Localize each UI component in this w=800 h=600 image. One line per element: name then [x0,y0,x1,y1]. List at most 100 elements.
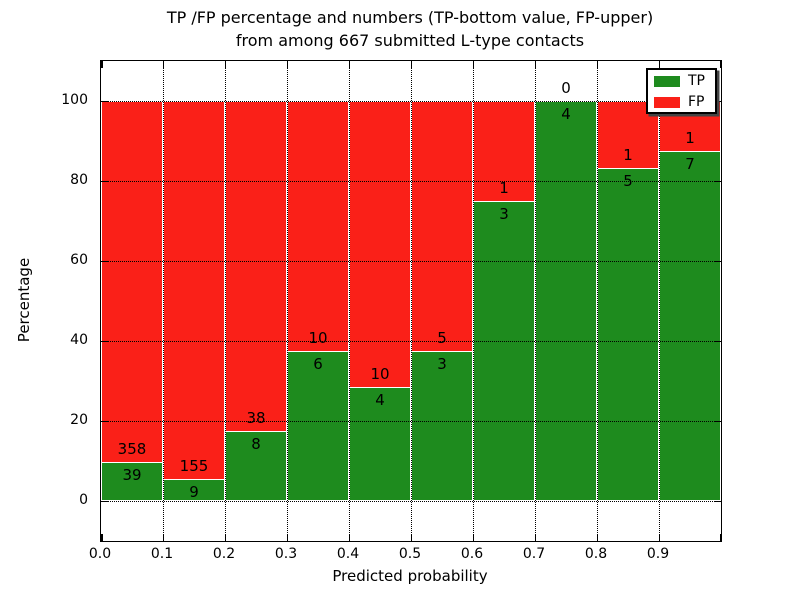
x-tick-mark [410,61,412,68]
x-tick-mark [348,534,350,541]
y-tick-label: 20 [70,412,88,428]
tp-count-label: 4 [375,390,385,409]
tp-bar-segment [535,101,597,501]
y-tick-mark [101,500,108,502]
v-gridline [659,61,660,541]
x-tick-label: 0.5 [398,546,422,562]
tp-count-label: 39 [122,465,142,484]
legend-label-tp: TP [688,73,705,89]
x-tick-label: 0.6 [460,546,484,562]
x-tick-mark [534,61,536,68]
x-tick-mark [101,534,103,541]
x-tick-mark [410,534,412,541]
x-tick-label: 0.4 [336,546,360,562]
y-tick-mark [714,340,721,342]
tp-count-label: 5 [623,171,633,190]
fp-count-label: 10 [370,364,390,383]
fp-count-label: 155 [179,457,209,476]
x-tick-mark [658,534,660,541]
v-gridline [535,61,536,541]
x-tick-label: 0.2 [212,546,236,562]
tp-bar-segment [287,351,349,501]
x-tick-label: 0.7 [522,546,546,562]
tp-count-label: 8 [251,435,261,454]
fp-count-label: 1 [499,179,509,197]
x-tick-label: 0.3 [274,546,298,562]
fp-bar-segment [349,101,411,387]
y-tick-mark [714,420,721,422]
x-tick-mark [224,61,226,68]
tp-bar-segment [411,351,473,501]
fp-count-label: 5 [437,329,447,347]
tp-bar-segment [349,386,411,501]
v-gridline [287,61,288,541]
y-tick-mark [101,340,108,342]
x-tick-mark [596,534,598,541]
y-tick-label: 60 [70,252,88,268]
tp-bar-segment [597,167,659,501]
x-tick-mark [286,534,288,541]
v-gridline [411,61,412,541]
fp-bar-segment [411,101,473,351]
y-tick-label: 100 [61,92,88,108]
fp-count-label: 1 [623,145,633,164]
tp-bar-segment [101,461,163,501]
x-tick-mark [720,534,722,541]
y-tick-label: 40 [70,332,88,348]
y-axis-label: Percentage [15,257,33,343]
y-tick-mark [714,500,721,502]
v-gridline [597,61,598,541]
x-tick-mark [472,61,474,68]
x-tick-mark [348,61,350,68]
tp-bar-segment [659,151,721,501]
tp-count-label: 3 [499,205,509,223]
x-tick-label: 0.8 [584,546,608,562]
x-tick-mark [162,61,164,68]
y-tick-mark [101,180,108,182]
v-gridline [163,61,164,541]
x-tick-label: 0.1 [150,546,174,562]
v-gridline [225,61,226,541]
x-tick-mark [162,534,164,541]
x-tick-label: 0.0 [88,546,112,562]
legend: TP FP [646,68,717,114]
fp-color-swatch [654,96,680,108]
y-tick-label: 80 [70,172,88,188]
v-gridline [349,61,350,541]
y-tick-mark [714,260,721,262]
y-tick-mark [101,100,108,102]
x-tick-mark [472,534,474,541]
chart-title: TP /FP percentage and numbers (TP-bottom… [100,6,720,52]
plot-area: 358 39 155 9 38 8 10 6 10 4 5 3 1 3 0 4 1 5 1 7 [100,60,722,542]
x-tick-label: 0.9 [646,546,670,562]
x-tick-mark [286,61,288,68]
legend-label-fp: FP [688,94,705,110]
legend-item-tp: TP [654,71,715,91]
fp-bar-segment [473,101,535,201]
tp-count-label: 9 [189,483,199,502]
y-tick-mark [714,180,721,182]
x-tick-mark [658,61,660,68]
fp-bar-segment [287,101,349,351]
fp-count-label: 358 [117,439,147,458]
fp-bar-segment [225,101,287,432]
tp-bar-segment [225,431,287,501]
tp-count-label: 4 [561,105,571,123]
fp-bar-segment [163,101,225,480]
legend-item-fp: FP [654,92,715,112]
x-tick-mark [596,61,598,68]
fp-count-label: 38 [246,409,266,428]
tp-bar-segment [473,201,535,501]
fp-count-label: 1 [685,129,695,147]
tp-count-label: 3 [437,355,447,373]
chart-title-line2: from among 667 submitted L-type contacts [235,31,585,50]
fp-bar-segment [101,101,163,462]
tp-count-label: 7 [685,155,695,173]
v-gridline [473,61,474,541]
y-tick-mark [101,420,108,422]
y-tick-mark [714,100,721,102]
chart-title-line1: TP /FP percentage and numbers (TP-bottom… [166,8,654,27]
tp-color-swatch [654,75,680,87]
x-tick-mark [224,534,226,541]
